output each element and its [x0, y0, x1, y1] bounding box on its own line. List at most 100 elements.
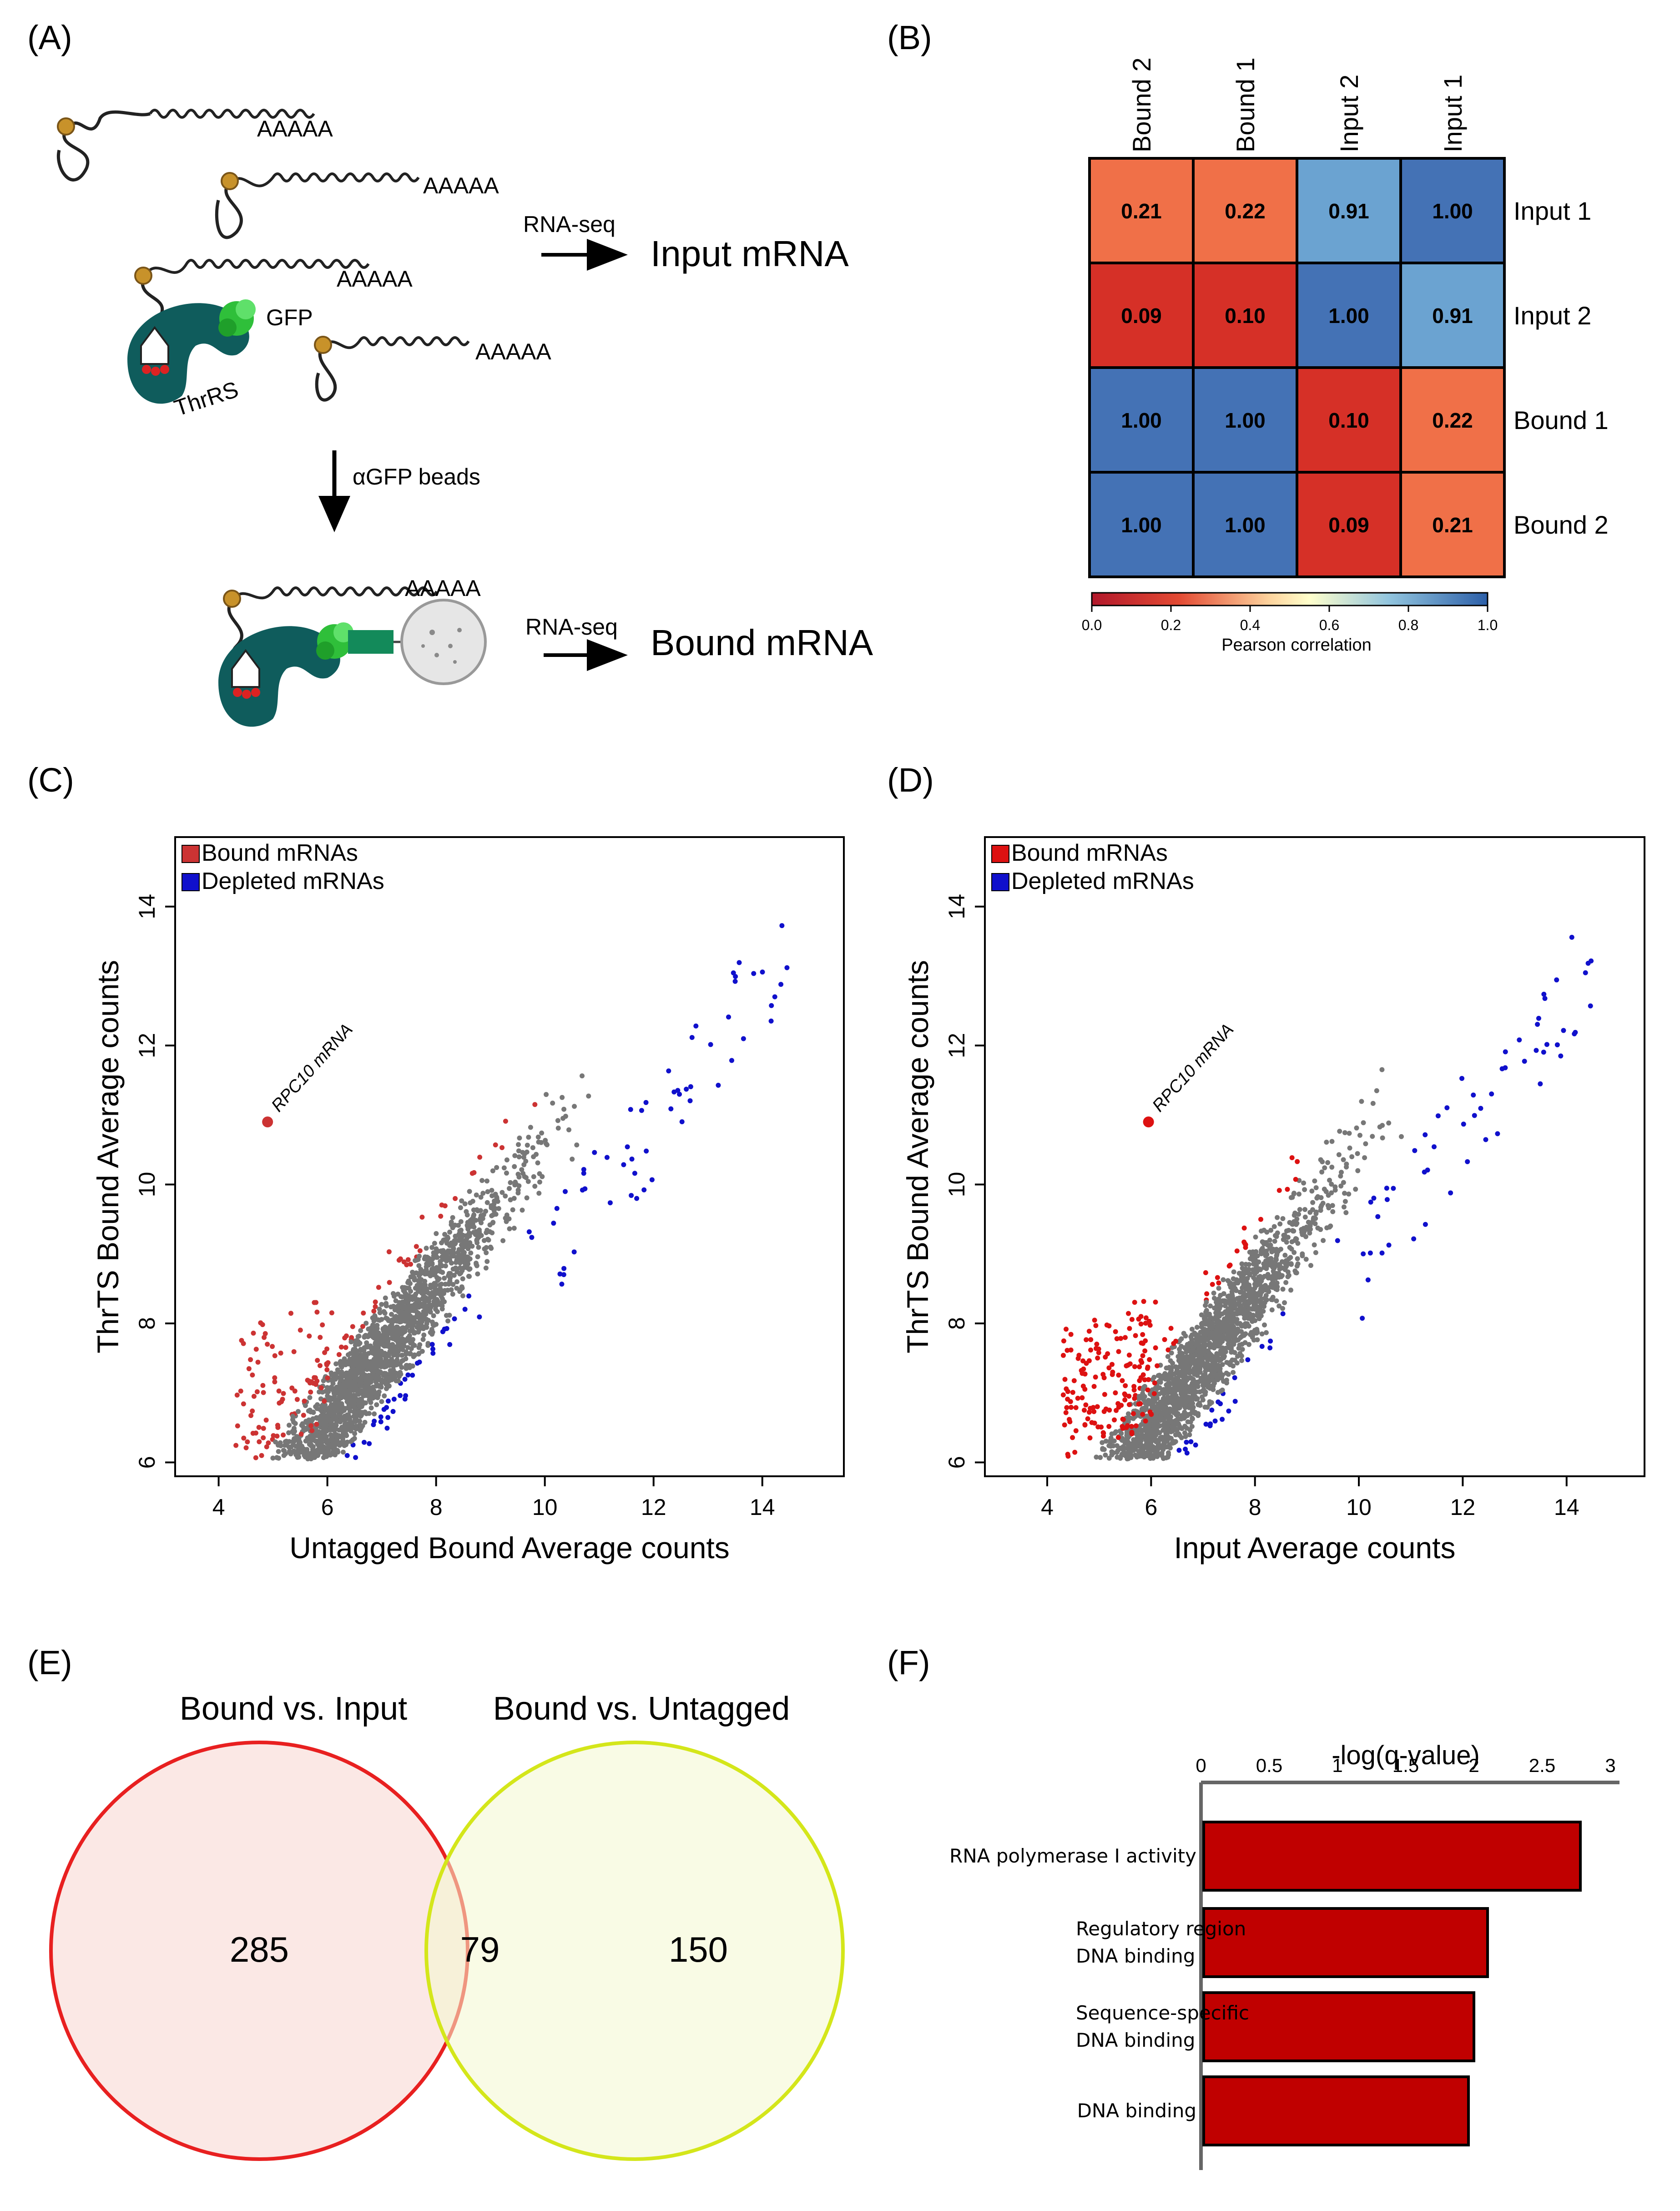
scatter-point — [1218, 1388, 1224, 1394]
scatter-point — [1216, 1298, 1221, 1303]
scatter-point — [1192, 1366, 1197, 1371]
scatter-point — [450, 1292, 455, 1297]
scatter-point — [741, 1036, 746, 1041]
scatter-point — [580, 1187, 585, 1193]
heatmap-cell-value: 1.00 — [1225, 513, 1266, 537]
scatter-point — [305, 1435, 310, 1441]
scatter-point — [397, 1338, 402, 1343]
scatter-point — [351, 1400, 357, 1405]
scatter-point — [315, 1447, 320, 1453]
scatter-point — [1222, 1303, 1228, 1308]
scatter-point — [1354, 1125, 1359, 1131]
scatter-point — [378, 1414, 383, 1419]
scatter-point — [1228, 1359, 1233, 1365]
scatter-point — [1349, 1154, 1355, 1160]
scatter-point — [404, 1363, 409, 1368]
scatter-point — [265, 1342, 270, 1347]
scatter-point — [330, 1417, 335, 1423]
scatter-point — [621, 1162, 626, 1167]
legend-swatch — [182, 873, 200, 891]
scatter-point — [539, 1130, 545, 1136]
scatter-point — [1220, 1362, 1225, 1367]
scatter-point — [1210, 1378, 1215, 1383]
scatter-point — [391, 1369, 397, 1375]
scatter-point — [333, 1361, 339, 1367]
scatter-point — [693, 1023, 699, 1029]
scatter-point — [374, 1326, 380, 1331]
scatter-point — [529, 1235, 535, 1240]
scatter-point — [521, 1155, 526, 1160]
scatter-point — [1191, 1346, 1196, 1351]
scatter-point — [1283, 1280, 1289, 1285]
scatter-point — [1119, 1431, 1124, 1436]
scatter-point — [1191, 1409, 1196, 1414]
scatter-point — [1196, 1353, 1201, 1359]
scatter-point — [1489, 1091, 1494, 1097]
scatter-point — [471, 1212, 477, 1217]
scatter-point — [1315, 1225, 1321, 1231]
scatter-point — [537, 1179, 542, 1185]
scatter-point — [1187, 1432, 1192, 1438]
scatter-point — [351, 1351, 357, 1357]
scatter-point — [1558, 1053, 1564, 1059]
scatter-point — [1313, 1250, 1318, 1255]
scatter-point — [258, 1320, 263, 1326]
scatter-point — [1327, 1224, 1332, 1230]
scatter-point — [343, 1388, 348, 1393]
scatter-point — [1295, 1241, 1301, 1246]
heatmap-cell — [1296, 366, 1402, 474]
scatter-point — [1313, 1211, 1319, 1217]
scatter-point — [1209, 1408, 1215, 1413]
scatter-point — [332, 1376, 338, 1381]
scatter-point — [1200, 1397, 1206, 1403]
scatter-point — [1168, 1394, 1174, 1400]
scatter-point — [1254, 1269, 1260, 1275]
scatter-point — [1165, 1347, 1171, 1353]
scatter-point — [309, 1379, 314, 1384]
scatter-point — [1108, 1444, 1114, 1449]
scatter-point — [314, 1406, 320, 1411]
scatter-point — [1247, 1249, 1252, 1255]
scatter-point — [1171, 1403, 1177, 1408]
scatter-point — [407, 1363, 413, 1368]
scatter-point — [233, 1443, 239, 1448]
x-tick-label: 10 — [532, 1494, 558, 1520]
scatter-point — [380, 1343, 386, 1348]
scatter-point — [1172, 1418, 1178, 1424]
scatter-point — [1168, 1407, 1174, 1412]
scatter-point — [1282, 1252, 1288, 1258]
scatter-point — [1203, 1321, 1208, 1327]
scatter-point — [561, 1272, 566, 1277]
scatter-point — [1213, 1363, 1218, 1369]
scatter-point — [1303, 1234, 1309, 1239]
scatter-point — [375, 1395, 380, 1400]
scatter-point — [1207, 1399, 1212, 1404]
scatter-point — [1122, 1391, 1127, 1397]
scatter-point — [417, 1248, 423, 1253]
scatter-point — [273, 1439, 278, 1445]
scatter-point — [321, 1378, 326, 1383]
scatter-point — [1275, 1215, 1280, 1220]
scatter-point — [1165, 1377, 1170, 1382]
scatter-point — [1306, 1219, 1311, 1225]
scatter-point — [574, 1142, 580, 1148]
scatter-point — [1180, 1381, 1185, 1387]
scatter-point — [1258, 1313, 1264, 1318]
cap-icon — [134, 267, 152, 285]
scatter-point — [1192, 1358, 1197, 1363]
scatter-point — [519, 1167, 525, 1172]
scatter-point — [1241, 1225, 1247, 1231]
scatter-point — [1093, 1323, 1099, 1328]
scatter-point — [1065, 1348, 1070, 1353]
scatter-point — [274, 1434, 280, 1439]
scatter-point — [1216, 1286, 1221, 1291]
y-tick-label: 10 — [134, 1172, 160, 1197]
scatter-point — [1289, 1155, 1295, 1161]
scatter-point — [421, 1301, 426, 1306]
scatter-point — [1166, 1428, 1171, 1433]
legend-label: Bound mRNAs — [1011, 840, 1168, 866]
scatter-point — [1198, 1330, 1203, 1335]
scatter-point — [355, 1334, 361, 1339]
scatter-point — [1149, 1412, 1154, 1417]
scatter-point — [1135, 1437, 1140, 1443]
